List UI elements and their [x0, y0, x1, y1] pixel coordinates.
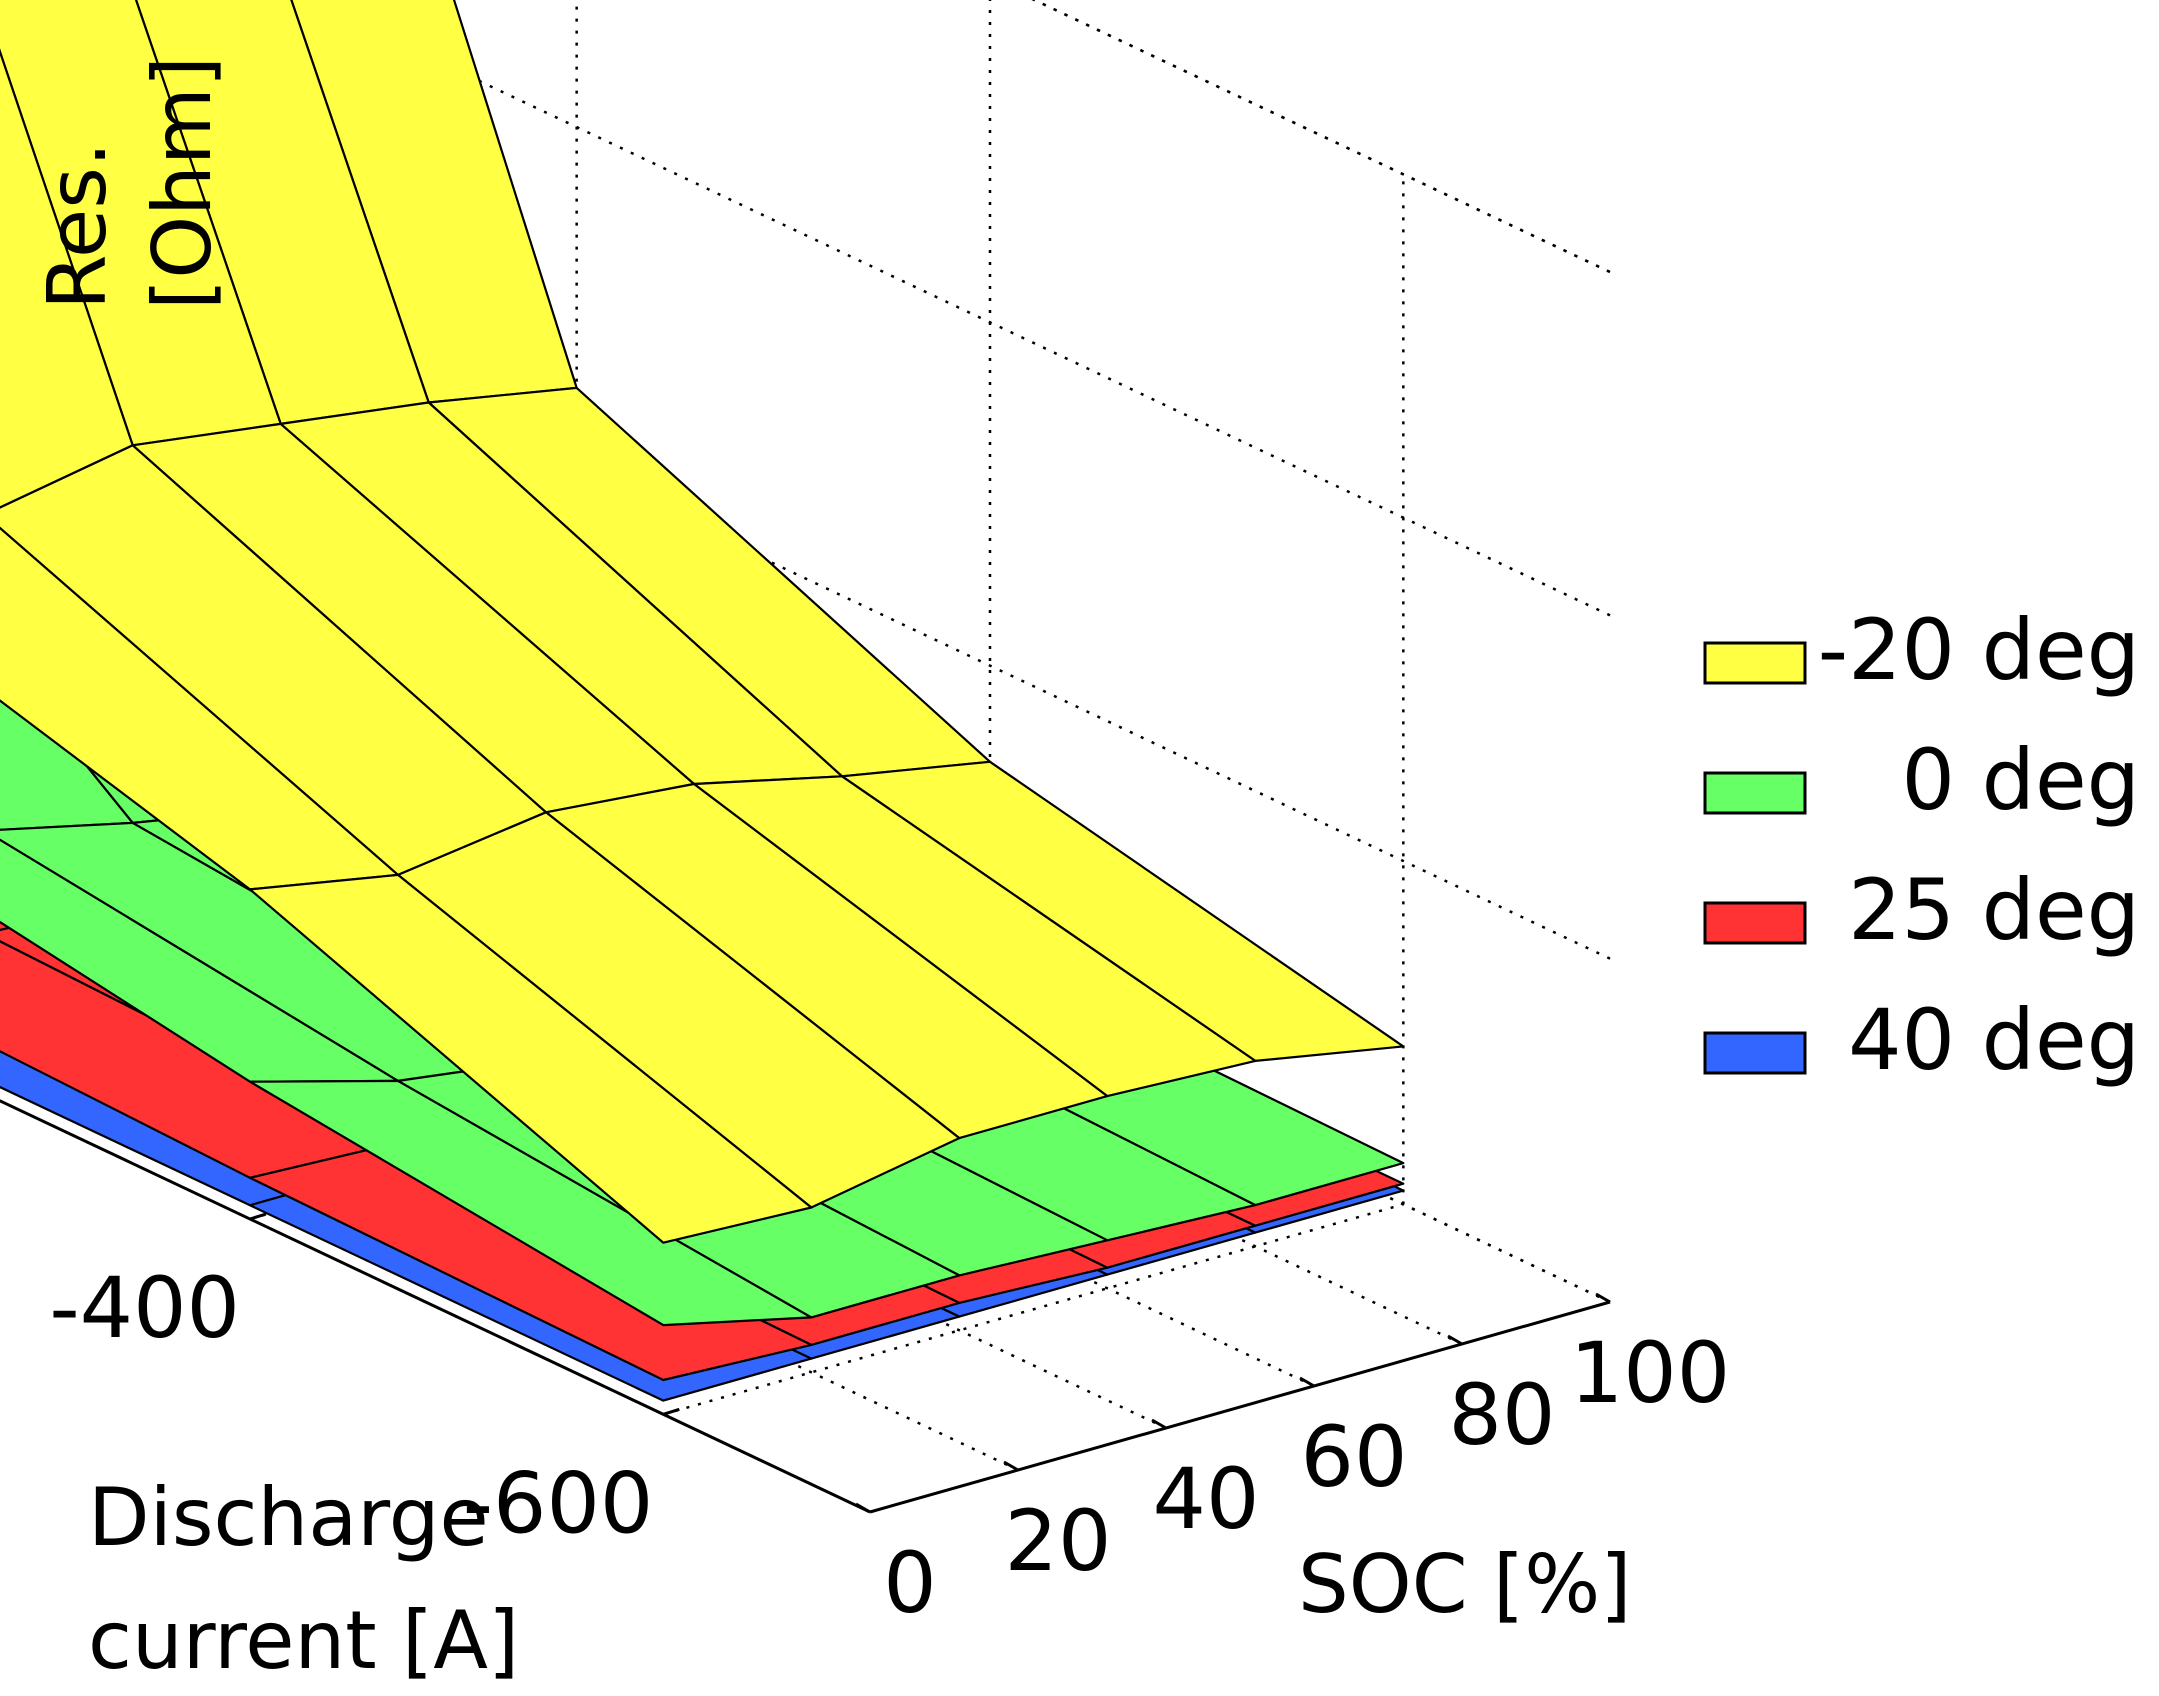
- y-tick-mark: [1447, 1334, 1463, 1346]
- y-tick-mark: [1595, 1292, 1611, 1304]
- x-tick-mark: [662, 1407, 680, 1416]
- surface-patch: [248, 873, 813, 1244]
- legend-swatch: [1703, 641, 1807, 685]
- y-tick-label: 40: [1153, 1450, 1260, 1548]
- z-axis-title-line2: [Ohm]: [136, 56, 229, 310]
- legend: -20 deg 0 deg 25 deg 40 deg: [1703, 601, 2140, 1089]
- x-tick-mark: [249, 1212, 267, 1221]
- legend-swatch: [1703, 771, 1807, 815]
- x-axis-title-line2: current [A]: [88, 1594, 519, 1687]
- surface-layer: [0, 0, 1405, 1402]
- y-axis-title: SOC [%]: [1298, 1538, 1631, 1631]
- surface-patch: [248, 1079, 813, 1327]
- y-tick-label: 100: [1570, 1324, 1730, 1422]
- gridline-res-side: [1031, 0, 1611, 274]
- y-tick-label: 60: [1301, 1408, 1408, 1506]
- y-axis-line: [869, 1300, 1611, 1514]
- gridline-res-side: [369, 28, 1611, 617]
- legend-label: 40 deg: [1848, 991, 2140, 1089]
- surface--20-deg: [0, 0, 1405, 1244]
- legend-swatch: [1703, 901, 1807, 945]
- x-axis-title-line1: Discharge: [88, 1471, 489, 1564]
- y-tick-label: 80: [1449, 1366, 1556, 1464]
- y-tick-mark: [1299, 1376, 1315, 1388]
- legend-label: 0 deg: [1821, 731, 2140, 829]
- x-tick-label: -400: [49, 1259, 240, 1357]
- z-axis-title-line1: Res.: [31, 142, 124, 310]
- y-tick-label: 0: [883, 1534, 936, 1632]
- box-edge-top-side: [1031, 0, 1611, 274]
- y-tick-mark: [1151, 1418, 1167, 1430]
- y-tick-mark: [855, 1502, 871, 1514]
- gridline-floor-current: [662, 1203, 1404, 1416]
- legend-label: 25 deg: [1848, 861, 2140, 959]
- y-tick-mark: [1003, 1460, 1019, 1472]
- legend-label: -20 deg: [1818, 601, 2140, 699]
- y-tick-label: 20: [1005, 1492, 1112, 1590]
- x-tick-label: -600: [463, 1454, 654, 1552]
- legend-swatch: [1703, 1031, 1807, 1075]
